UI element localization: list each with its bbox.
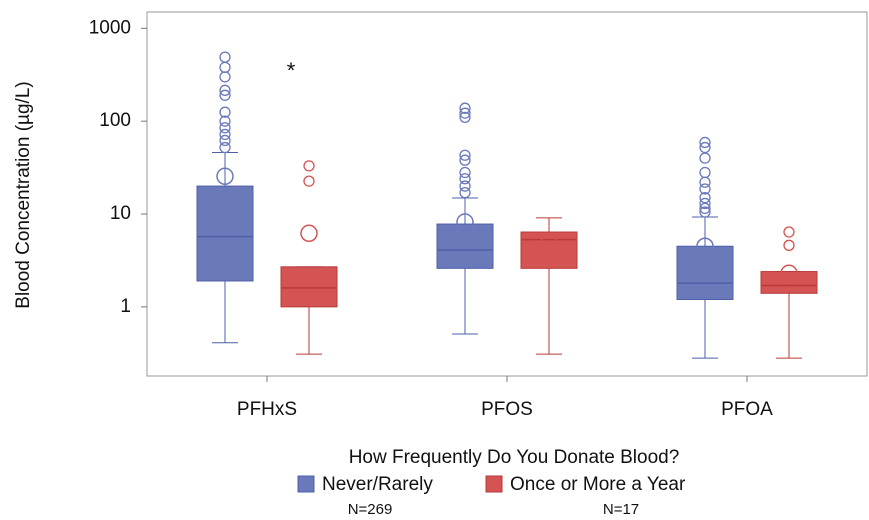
mean-marker	[456, 213, 474, 231]
outlier	[699, 166, 711, 179]
outlier	[783, 239, 795, 251]
y-tick-label: 100	[99, 110, 131, 131]
outlier	[459, 186, 471, 199]
outlier	[219, 51, 231, 63]
box	[280, 266, 338, 308]
box	[436, 223, 494, 269]
box	[676, 245, 734, 301]
outlier	[783, 226, 795, 238]
outlier	[219, 128, 231, 141]
outlier	[699, 176, 711, 188]
outlier	[459, 173, 471, 185]
box	[760, 271, 818, 294]
outlier	[699, 206, 711, 218]
legend-note: N=17	[603, 501, 639, 518]
y-tick-label: 10	[110, 203, 131, 224]
box	[196, 185, 254, 282]
legend-swatch	[297, 475, 315, 493]
outlier	[459, 107, 471, 119]
legend-title: How Frequently Do You Donate Blood?	[349, 447, 680, 468]
outlier	[219, 71, 231, 83]
y-axis-label: Blood Concentration (µg/L)	[13, 81, 34, 308]
outlier	[459, 149, 471, 161]
outlier	[219, 141, 231, 154]
mean-marker	[216, 167, 234, 186]
outlier	[219, 61, 231, 74]
legend-note: N=269	[348, 501, 393, 518]
outlier	[699, 192, 711, 204]
outlier	[699, 202, 711, 215]
x-tick-label: PFOA	[721, 399, 773, 420]
mean-marker	[300, 224, 318, 243]
annotation: *	[287, 58, 296, 83]
outlier	[219, 122, 231, 134]
outlier	[219, 89, 231, 101]
x-tick-label: PFOS	[481, 399, 533, 420]
outlier	[303, 160, 315, 172]
legend-label: Once or More a Year	[510, 474, 686, 495]
outlier	[699, 136, 711, 149]
legend-label: Never/Rarely	[322, 474, 433, 495]
outlier	[459, 111, 471, 123]
outlier	[699, 183, 711, 195]
mean-marker	[780, 264, 798, 283]
outlier	[219, 115, 231, 127]
outlier	[699, 197, 711, 210]
mean-marker	[696, 237, 714, 255]
outlier	[219, 134, 231, 147]
outlier	[459, 102, 471, 114]
outlier	[219, 106, 231, 118]
outlier	[219, 84, 231, 96]
y-tick-label: 1000	[89, 17, 131, 38]
plot-frame	[146, 11, 868, 377]
y-tick-label: 1	[120, 296, 131, 317]
x-tick-label: PFHxS	[237, 399, 297, 420]
outlier	[459, 180, 471, 192]
outlier	[459, 166, 471, 179]
mean-marker	[540, 234, 558, 252]
legend-swatch	[485, 475, 503, 493]
outlier	[699, 152, 711, 164]
outlier	[459, 154, 471, 166]
outlier	[303, 175, 315, 187]
